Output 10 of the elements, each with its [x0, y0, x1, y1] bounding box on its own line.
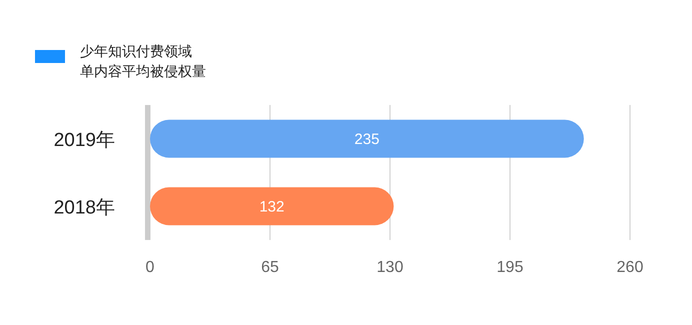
- legend: 少年知识付费领域单内容平均被侵权量: [35, 43, 206, 79]
- x-tick-label: 130: [376, 259, 404, 276]
- data-label: 235: [354, 130, 380, 148]
- x-tick-label: 0: [146, 259, 155, 276]
- y-tick-label: 2019年: [54, 130, 115, 151]
- x-tick-label: 195: [496, 259, 524, 276]
- data-label: 132: [259, 198, 284, 216]
- x-tick-label: 65: [261, 259, 279, 276]
- y-tick-label: 2018年: [54, 197, 115, 218]
- x-tick-label: 260: [616, 259, 644, 276]
